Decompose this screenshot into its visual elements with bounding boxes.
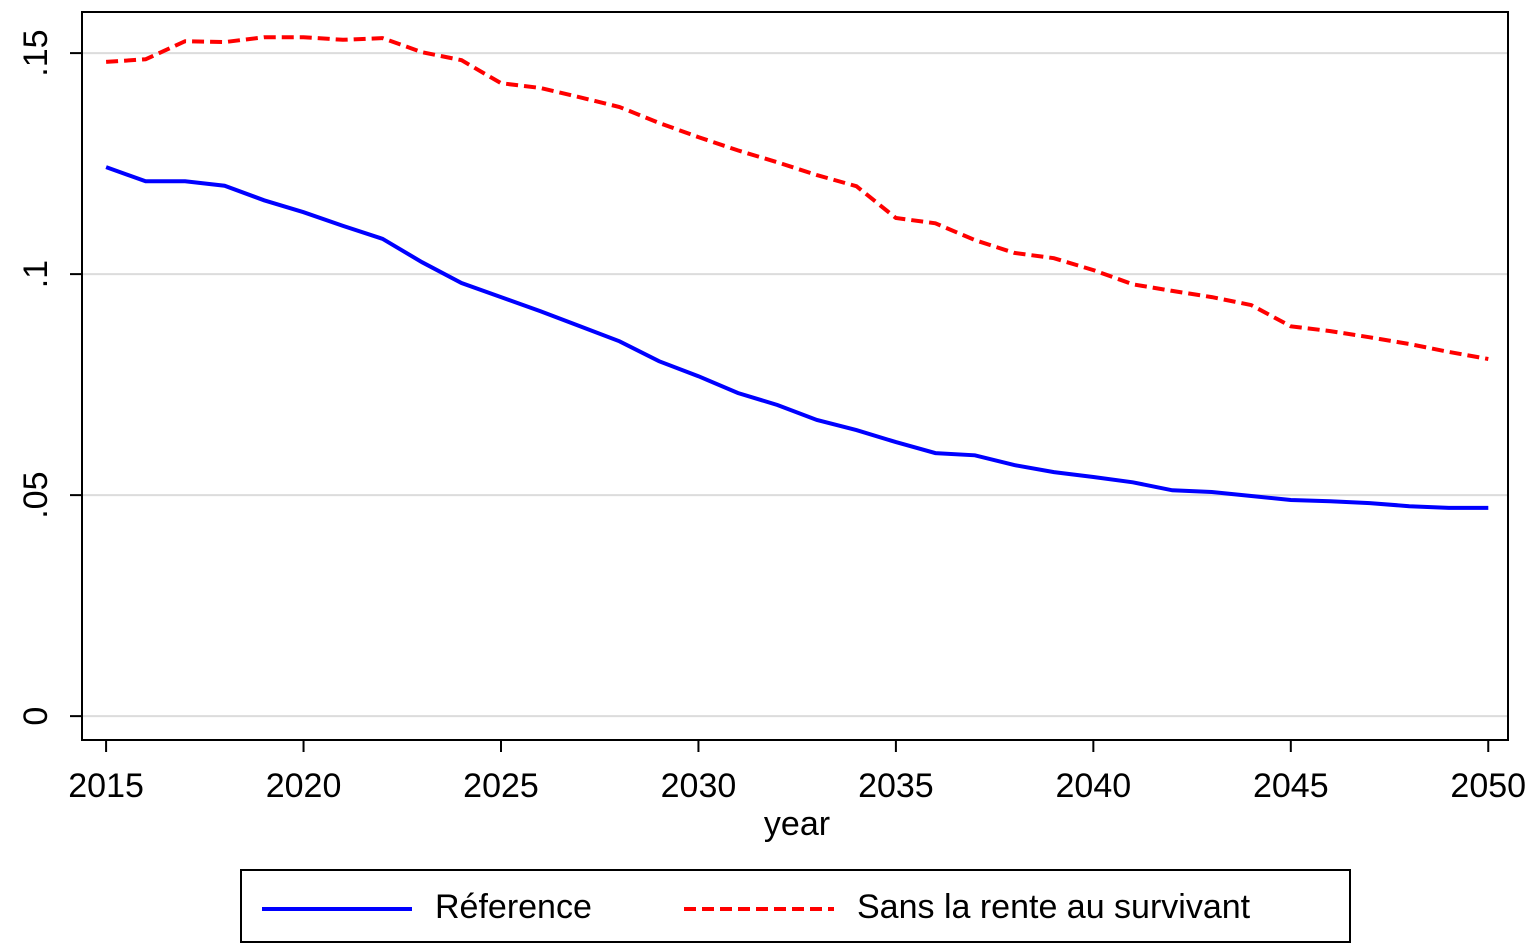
x-tick-label: 2030 bbox=[661, 767, 737, 805]
legend-box bbox=[240, 869, 1351, 943]
y-tick-label: .1 bbox=[17, 260, 55, 288]
x-tick-label: 2015 bbox=[68, 767, 144, 805]
y-tick-label: .05 bbox=[17, 471, 55, 518]
x-tick-label: 2035 bbox=[858, 767, 934, 805]
x-tick-label: 2020 bbox=[266, 767, 342, 805]
x-axis-label: year bbox=[764, 805, 830, 843]
x-tick-label: 2050 bbox=[1450, 767, 1526, 805]
line-series bbox=[105, 165, 1489, 510]
plot-area bbox=[81, 11, 1509, 741]
legend-label: Sans la rente au survivant bbox=[857, 888, 1251, 926]
x-tick-label: 2040 bbox=[1056, 767, 1132, 805]
x-tick-label: 2045 bbox=[1253, 767, 1329, 805]
legend-label: Réference bbox=[435, 888, 592, 926]
y-tick-label: 0 bbox=[17, 707, 55, 726]
x-tick-label: 2025 bbox=[463, 767, 539, 805]
line-series bbox=[105, 35, 1489, 361]
y-tick-label: .15 bbox=[17, 29, 55, 76]
